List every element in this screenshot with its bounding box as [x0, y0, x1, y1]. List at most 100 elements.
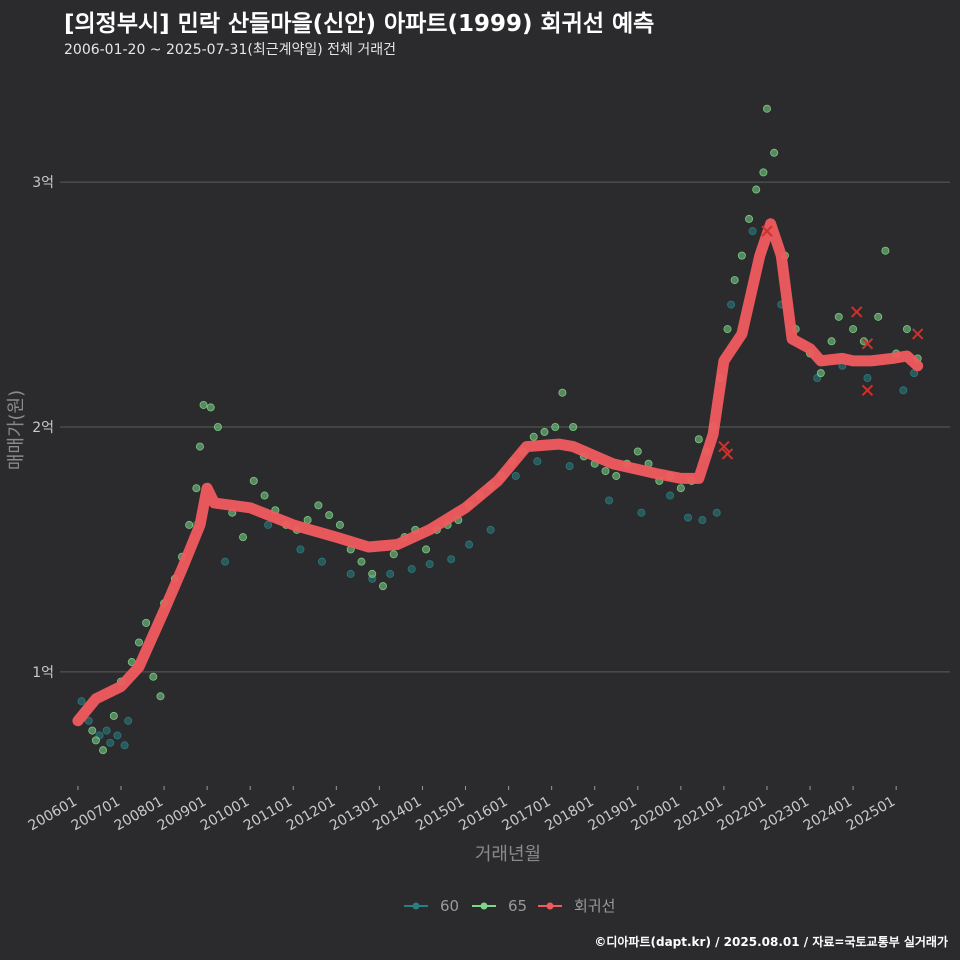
- data-point-60: [296, 545, 305, 554]
- data-point-65: [88, 726, 97, 735]
- outlier-stroke: [721, 448, 734, 460]
- data-point-65: [745, 214, 754, 223]
- data-point-60: [84, 716, 93, 725]
- data-point-65: [762, 104, 771, 113]
- data-point-60: [727, 300, 736, 309]
- data-point-60: [425, 560, 434, 569]
- data-point-65: [849, 325, 858, 334]
- x-tick-label: 200701: [69, 794, 123, 835]
- data-point-65: [770, 148, 779, 157]
- x-tick-label: 201801: [542, 794, 596, 835]
- data-point-60: [447, 555, 456, 564]
- chart-subtitle: 2006-01-20 ~ 2025-07-31(최근계약일) 전체 거래건: [64, 42, 396, 58]
- data-point-60: [533, 457, 542, 466]
- x-tick-label: 201001: [198, 794, 252, 835]
- data-point-60: [511, 471, 520, 480]
- data-point-60: [565, 462, 574, 471]
- data-point-60: [346, 569, 355, 578]
- x-tick-label: 201501: [413, 794, 467, 835]
- legend-label: 회귀선: [574, 897, 615, 915]
- y-axis-ticks: 1억 2억 3억: [32, 175, 54, 681]
- data-point-65: [569, 422, 578, 431]
- x-axis-ticks: 2006012007012008012009012010012011012012…: [26, 786, 898, 835]
- y-tick-label: 3억: [32, 175, 54, 191]
- x-tick-label: 201601: [456, 794, 510, 835]
- data-point-65: [325, 511, 334, 520]
- legend-label: 60: [440, 897, 459, 915]
- outlier-marker: [718, 440, 730, 453]
- data-point-65: [737, 251, 746, 260]
- x-tick-label: 201401: [370, 794, 424, 835]
- x-tick-label: 201701: [499, 794, 553, 835]
- outlier-marker: [721, 448, 734, 460]
- x-tick-label: 201101: [241, 794, 295, 835]
- y-axis-title: 매매가(원): [6, 390, 27, 470]
- data-point-60: [666, 491, 675, 500]
- data-point-65: [213, 422, 222, 431]
- data-point-65: [752, 185, 761, 194]
- data-point-60: [465, 540, 474, 549]
- data-point-65: [902, 325, 911, 334]
- data-point-60: [863, 374, 872, 383]
- data-point-60: [106, 738, 115, 747]
- data-point-65: [389, 550, 398, 559]
- data-point-65: [540, 427, 549, 436]
- legend-swatch-dot: [480, 902, 488, 910]
- outlier-marker: [761, 225, 773, 237]
- data-point-60: [120, 741, 129, 750]
- legend-item: 65: [472, 897, 527, 915]
- y-tick-label: 1억: [32, 665, 54, 681]
- data-point-65: [195, 442, 204, 451]
- x-tick-label: 202001: [629, 794, 683, 835]
- data-point-60: [712, 508, 721, 517]
- data-point-65: [206, 403, 215, 412]
- data-point-60: [486, 525, 495, 534]
- grid-lines: [60, 181, 950, 673]
- x-tick-label: 201901: [585, 794, 639, 835]
- data-point-65: [185, 520, 194, 529]
- data-point-65: [730, 276, 739, 285]
- credit-note: ©디아파트(dapt.kr) / 2025.08.01 / 자료=국토교통부 실…: [594, 935, 948, 949]
- data-point-65: [314, 501, 323, 510]
- data-point-65: [199, 400, 208, 409]
- data-point-65: [759, 168, 768, 177]
- data-point-65: [827, 337, 836, 346]
- outlier-stroke: [911, 328, 924, 340]
- outlier-stroke: [850, 306, 863, 318]
- legend-item: 회귀선: [538, 897, 615, 915]
- data-point-60: [407, 565, 416, 574]
- y-tick-label: 2억: [32, 420, 54, 436]
- data-point-65: [816, 369, 825, 378]
- data-point-65: [368, 569, 377, 578]
- data-point-60: [684, 513, 693, 522]
- data-point-65: [551, 422, 560, 431]
- outlier-stroke: [761, 225, 773, 237]
- legend-swatch-dot: [546, 902, 554, 910]
- legend-item: 60: [404, 897, 459, 915]
- data-point-65: [633, 447, 642, 456]
- data-point-65: [156, 692, 165, 701]
- data-point-65: [149, 672, 158, 681]
- data-point-60: [899, 386, 908, 395]
- data-point-65: [874, 312, 883, 321]
- data-point-65: [601, 467, 610, 476]
- x-axis-title: 거래년월: [475, 844, 541, 865]
- data-point-65: [249, 476, 258, 485]
- x-tick-label: 200801: [112, 794, 166, 835]
- x-tick-label: 202201: [715, 794, 769, 835]
- legend-swatch-dot: [412, 902, 420, 910]
- legend-label: 65: [508, 897, 527, 915]
- data-point-65: [99, 746, 108, 755]
- x-tick-label: 202401: [801, 794, 855, 835]
- outlier-stroke: [861, 384, 874, 396]
- data-point-65: [558, 388, 567, 397]
- outlier-stroke: [861, 338, 874, 350]
- data-point-65: [303, 516, 312, 525]
- x-tick-label: 200901: [155, 794, 209, 835]
- data-point-65: [142, 618, 151, 627]
- data-point-60: [102, 726, 111, 735]
- chart-title: [의정부시] 민락 산들마을(신안) 아파트(1999) 회귀선 예측: [64, 11, 655, 37]
- data-point-60: [317, 557, 326, 566]
- data-point-65: [335, 520, 344, 529]
